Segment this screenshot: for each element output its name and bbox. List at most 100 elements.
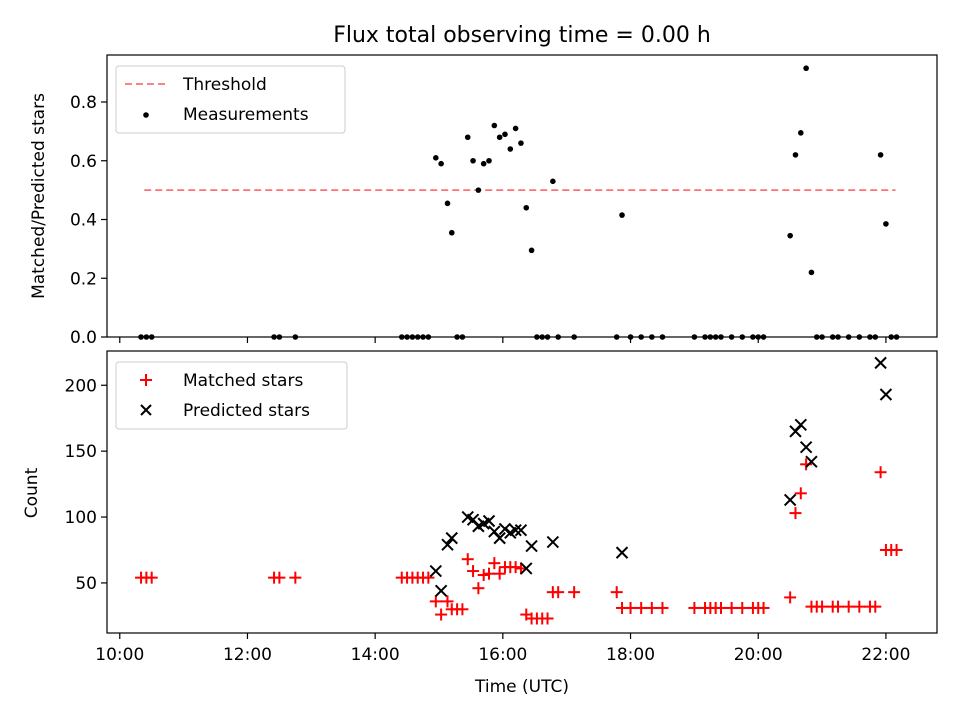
measurement-point <box>448 229 455 236</box>
matched-point <box>688 601 701 614</box>
matched-point <box>816 600 829 613</box>
measurement-point <box>507 146 514 152</box>
predicted-point <box>546 535 560 549</box>
matched-point <box>477 569 490 582</box>
predicted-point <box>445 531 458 545</box>
predicted-point <box>493 531 506 545</box>
top-legend: Threshold Measurements <box>115 65 346 134</box>
matched-point <box>832 600 845 613</box>
matched-point <box>789 507 802 520</box>
bottom-axes-frame <box>106 350 938 634</box>
chart-title: Flux total observing time = 0.00 h <box>333 23 711 48</box>
predicted-point <box>525 539 538 553</box>
matched-point <box>757 601 770 614</box>
measurement-point <box>496 134 503 141</box>
predicted-point <box>799 440 813 454</box>
top-y-tick-label: 0.0 <box>70 328 97 348</box>
top-x-ticks <box>119 337 887 343</box>
matched-point <box>435 608 448 621</box>
top-y-tick-label: 0.2 <box>70 269 97 289</box>
predicted-point <box>805 455 818 468</box>
predicted-point <box>482 514 496 528</box>
matched-legend-label: Matched stars <box>183 371 303 391</box>
measurement-point <box>877 152 884 158</box>
predicted-legend-swatch <box>140 404 152 416</box>
predicted-point <box>434 584 448 598</box>
matched-point <box>635 601 648 614</box>
top-y-tick-label: 0.4 <box>70 211 97 231</box>
matched-point <box>493 567 506 580</box>
measurement-point <box>808 269 815 276</box>
matched-point <box>552 586 565 599</box>
bottom-y-ticks: 50 100 150 200 <box>65 376 107 594</box>
matched-point <box>794 487 807 500</box>
bottom-y-tick-label: 150 <box>65 442 97 462</box>
measurement-point <box>438 160 444 167</box>
matched-point <box>467 565 480 578</box>
top-panel: 0.00.20.40.60.8 Matched/Predicted stars … <box>29 54 938 348</box>
matched-point <box>714 601 727 614</box>
matched-point <box>541 612 554 625</box>
measurement-point <box>787 232 793 239</box>
bottom-panel: 50 100 150 200 10:00 12:00 14:00 16:00 18:00 20:… <box>22 350 938 697</box>
matched-point <box>488 557 501 570</box>
predicted-point <box>879 388 893 401</box>
top-y-tick-label: 0.8 <box>70 93 97 113</box>
x-tick-label: 22:00 <box>861 645 910 665</box>
counts-layer <box>135 356 903 625</box>
matched-point <box>624 601 637 614</box>
measurement-point <box>883 221 889 227</box>
predicted-legend-label: Predicted stars <box>183 401 310 421</box>
bottom-y-tick-label: 50 <box>75 574 97 594</box>
x-tick-label: 10:00 <box>95 645 144 665</box>
measurement-point <box>433 155 439 161</box>
predicted-point <box>514 524 528 537</box>
matched-point <box>645 601 658 614</box>
measurement-point <box>470 157 476 164</box>
predicted-point <box>783 493 797 507</box>
measurement-point <box>797 130 804 136</box>
matched-point <box>441 595 454 608</box>
top-legend-box <box>115 65 346 134</box>
bottom-legend-box <box>115 361 348 430</box>
x-tick-label: 18:00 <box>606 645 655 665</box>
measurement-point <box>464 134 471 141</box>
bottom-legend: Matched stars Predicted stars <box>115 361 348 430</box>
matched-point <box>509 561 522 574</box>
measurement-point <box>528 247 535 254</box>
threshold-legend-label: Threshold <box>182 75 267 95</box>
matched-point <box>890 543 903 556</box>
measurement-point <box>444 200 451 207</box>
measurement-point <box>792 152 799 158</box>
matched-legend-swatch <box>140 374 152 386</box>
measurement-point <box>486 157 492 164</box>
matched-point <box>874 466 887 479</box>
matched-point <box>461 553 474 566</box>
bottom-y-axis-label: Count <box>22 467 42 518</box>
predicted-point <box>615 546 629 559</box>
bottom-y-tick-label: 100 <box>65 508 97 528</box>
x-tick-label: 12:00 <box>223 645 272 665</box>
top-y-axis-label: Matched/Predicted stars <box>29 93 49 299</box>
predicted-point <box>794 418 808 432</box>
measurements-legend-swatch <box>143 112 149 118</box>
top-y-tick-label: 0.6 <box>70 152 97 172</box>
top-axes-frame <box>106 54 938 338</box>
measurement-point <box>480 160 487 167</box>
x-axis-label: Time (UTC) <box>474 677 569 697</box>
predicted-point <box>874 356 887 370</box>
measurements-legend-label: Measurements <box>183 105 309 125</box>
x-tick-label: 20:00 <box>734 645 783 665</box>
matched-point <box>422 571 435 584</box>
matched-point <box>853 600 866 613</box>
measurement-point <box>491 122 498 129</box>
measurement-point <box>512 125 519 132</box>
bottom-y-tick-label: 200 <box>65 376 97 396</box>
predicted-point <box>429 564 443 578</box>
matched-point <box>736 601 749 614</box>
matched-point <box>472 582 485 595</box>
matched-point <box>656 601 669 614</box>
measurement-point <box>803 65 809 72</box>
matched-point <box>610 586 623 599</box>
